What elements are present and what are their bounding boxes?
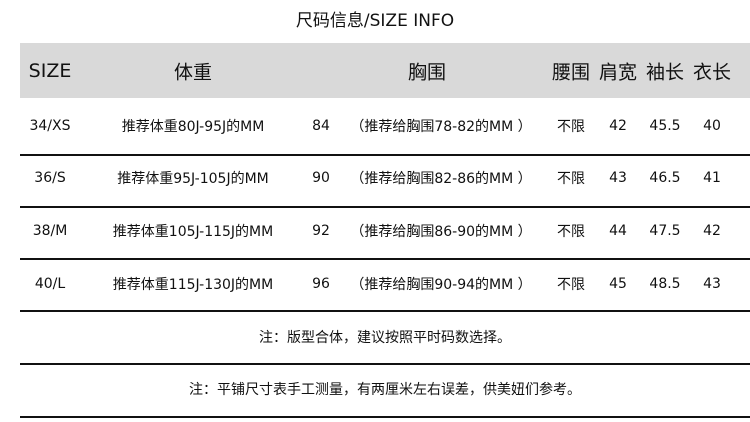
chart-title: 尺码信息/SIZE INFO bbox=[295, 11, 455, 31]
cell-bust: 84 bbox=[312, 118, 330, 134]
cell-length: 43 bbox=[703, 276, 721, 292]
cell-size: 38/M bbox=[32, 223, 68, 239]
divider bbox=[20, 206, 750, 208]
header-length: 衣长 bbox=[692, 61, 732, 84]
cell-waist: 不限 bbox=[557, 119, 585, 135]
divider bbox=[20, 154, 750, 156]
cell-shoulder: 44 bbox=[609, 223, 627, 239]
cell-size: 40/L bbox=[34, 276, 66, 292]
cell-bust-note: （推荐给胸围78-82的MM ） bbox=[350, 119, 532, 135]
cell-waist: 不限 bbox=[557, 171, 585, 187]
cell-bust: 92 bbox=[312, 223, 330, 239]
note-fit: 注：版型合体，建议按照平时码数选择。 bbox=[259, 330, 511, 346]
header-shoulder: 肩宽 bbox=[598, 61, 638, 84]
cell-sleeve: 47.5 bbox=[649, 223, 681, 239]
cell-bust-note: （推荐给胸围90-94的MM ） bbox=[350, 277, 532, 293]
cell-bust: 90 bbox=[312, 170, 330, 186]
divider bbox=[20, 310, 750, 312]
cell-weight: 推荐体重95J-105J的MM bbox=[117, 171, 269, 187]
divider bbox=[20, 363, 750, 365]
cell-waist: 不限 bbox=[557, 224, 585, 240]
header-sleeve: 袖长 bbox=[645, 61, 685, 84]
cell-bust-note: （推荐给胸围82-86的MM ） bbox=[350, 171, 532, 187]
cell-length: 41 bbox=[703, 170, 721, 186]
header-bust: 胸围 bbox=[407, 61, 447, 84]
cell-shoulder: 43 bbox=[609, 170, 627, 186]
header-weight: 体重 bbox=[173, 61, 213, 84]
cell-shoulder: 42 bbox=[609, 118, 627, 134]
header-waist: 腰围 bbox=[551, 61, 591, 84]
cell-weight: 推荐体重80J-95J的MM bbox=[121, 119, 265, 135]
cell-weight: 推荐体重105J-115J的MM bbox=[112, 224, 274, 240]
cell-bust: 96 bbox=[312, 276, 330, 292]
note-measurement: 注：平铺尺寸表手工测量，有两厘米左右误差，供美妞们参考。 bbox=[189, 382, 581, 398]
cell-shoulder: 45 bbox=[609, 276, 627, 292]
header-row bbox=[20, 43, 750, 98]
divider bbox=[20, 258, 750, 260]
cell-size: 36/S bbox=[34, 170, 66, 186]
cell-sleeve: 45.5 bbox=[649, 118, 681, 134]
divider bbox=[20, 416, 750, 418]
header-size: SIZE bbox=[28, 60, 72, 82]
cell-waist: 不限 bbox=[557, 277, 585, 293]
cell-sleeve: 48.5 bbox=[649, 276, 681, 292]
cell-length: 42 bbox=[703, 223, 721, 239]
cell-length: 40 bbox=[703, 118, 721, 134]
cell-weight: 推荐体重115J-130J的MM bbox=[112, 277, 274, 293]
cell-sleeve: 46.5 bbox=[649, 170, 681, 186]
cell-size: 34/XS bbox=[29, 118, 71, 134]
cell-bust-note: （推荐给胸围86-90的MM ） bbox=[350, 224, 532, 240]
